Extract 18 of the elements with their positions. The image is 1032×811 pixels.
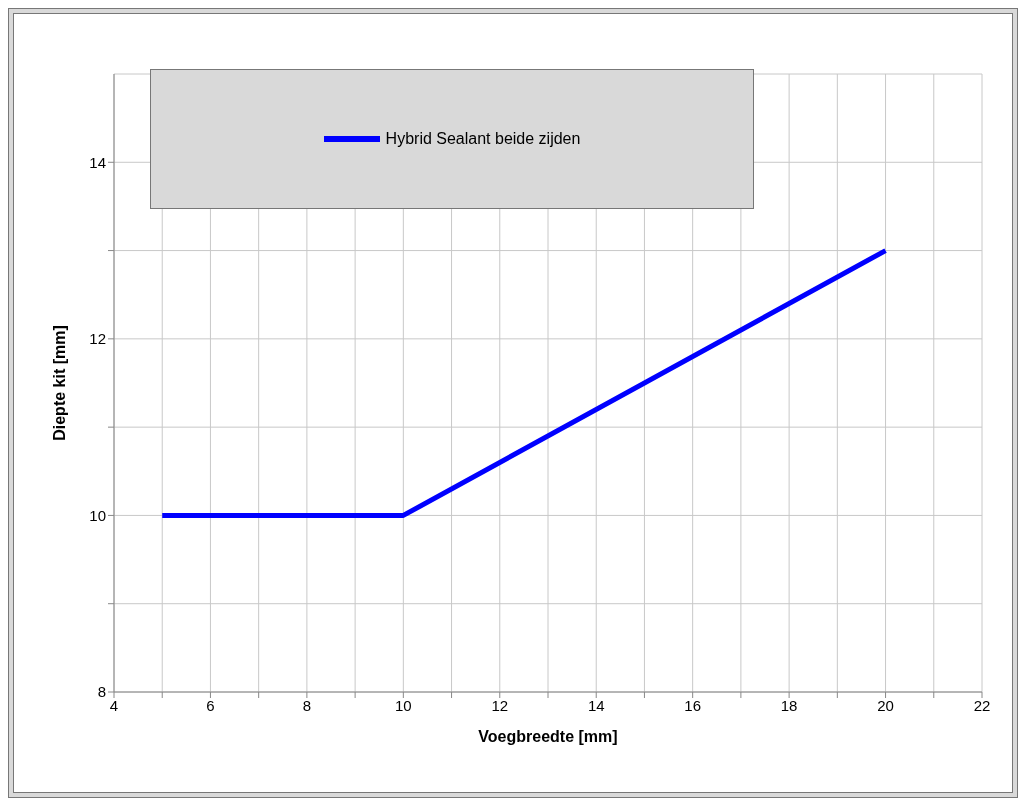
y-tick-label: 10 bbox=[89, 506, 106, 524]
x-tick-label: 16 bbox=[684, 696, 702, 714]
x-tick-label: 20 bbox=[877, 696, 894, 714]
x-tick-label: 14 bbox=[587, 696, 605, 714]
legend-panel: Hybrid Sealant beide zijden bbox=[150, 69, 754, 209]
y-tick-label: 14 bbox=[89, 153, 106, 171]
x-tick-label: 22 bbox=[973, 696, 991, 714]
y-tick-label: 8 bbox=[97, 683, 106, 701]
x-axis-title: Voegbreedte [mm] bbox=[478, 728, 618, 745]
x-tick-label: 8 bbox=[302, 696, 312, 714]
x-tick-label: 4 bbox=[109, 696, 119, 714]
y-axis-title: Diepte kit [mm] bbox=[50, 325, 68, 441]
x-tick-label: 12 bbox=[491, 696, 509, 714]
y-tick-label: 12 bbox=[89, 330, 106, 348]
x-tick-label: 6 bbox=[206, 696, 215, 714]
x-tick-label: 10 bbox=[394, 696, 412, 714]
x-tick-label: 18 bbox=[780, 696, 798, 714]
legend-label: Hybrid Sealant beide zijden bbox=[385, 130, 581, 148]
